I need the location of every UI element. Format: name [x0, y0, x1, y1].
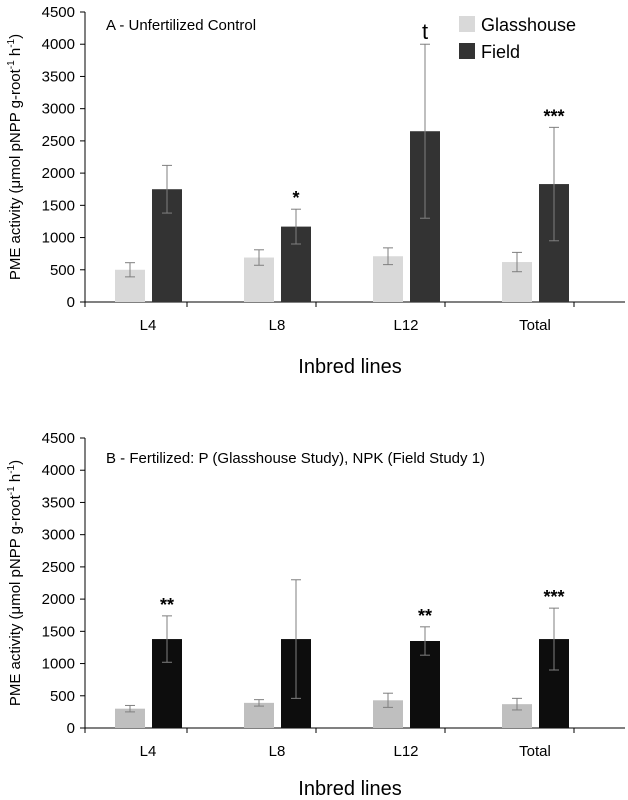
bar-glasshouse [115, 708, 145, 728]
y-axis-label: PME activity (μmol pNPP g-root-1 h-1) [6, 34, 24, 280]
y-tick-label: 3500 [42, 494, 75, 511]
significance-label: ** [160, 595, 174, 615]
y-tick-label: 2000 [42, 591, 75, 608]
y-tick-label: 2000 [42, 165, 75, 182]
x-tick-label: L8 [269, 317, 286, 334]
y-axis-label-sup: -1 [6, 60, 17, 69]
x-tick-label: L12 [393, 317, 418, 334]
y-axis-label: PME activity (μmol pNPP g-root-1 h-1) [6, 460, 24, 706]
panel-title: B - Fertilized: P (Glasshouse Study), NP… [106, 450, 485, 467]
x-tick-label: Total [519, 743, 551, 760]
legend: Glasshouse Field [459, 15, 576, 62]
y-axis-label-sup: -1 [6, 486, 17, 495]
chart-panel-a: 0 500 1000 1500 2000 2500 3000 3500 4000 4500 L4 L8… [6, 4, 625, 378]
y-tick-label: 1000 [42, 656, 75, 673]
y-tick-label: 1500 [42, 197, 75, 214]
y-tick-label: 1500 [42, 623, 75, 640]
y-tick-label: 3000 [42, 101, 75, 118]
y-tick-label: 4000 [42, 36, 75, 53]
legend-swatch-field [459, 43, 475, 59]
y-tick-label: 500 [50, 688, 75, 705]
x-axis-label: Inbred lines [298, 778, 401, 800]
y-axis-label-end: ) [7, 460, 24, 465]
legend-swatch-glasshouse [459, 16, 475, 32]
y-axis-label-sup: -1 [6, 38, 17, 47]
y-tick-label: 4000 [42, 462, 75, 479]
y-tick-label: 4500 [42, 430, 75, 447]
significance-label: * [292, 188, 299, 208]
y-tick-label: 4500 [42, 4, 75, 21]
y-axis-label-main: PME activity (μmol pNPP g-root [7, 494, 24, 706]
y-tick-label: 3000 [42, 527, 75, 544]
y-axis-label-main: PME activity (μmol pNPP g-root [7, 68, 24, 280]
y-tick-label: 500 [50, 262, 75, 279]
x-tick-label: L8 [269, 743, 286, 760]
legend-label: Field [481, 42, 520, 62]
significance-label: t [422, 19, 428, 44]
y-tick-label: 0 [67, 294, 75, 311]
x-tick-label: Total [519, 317, 551, 334]
y-tick-label: 0 [67, 720, 75, 737]
significance-label: ** [418, 606, 432, 626]
y-axis-label-end: ) [7, 34, 24, 39]
significance-label: *** [543, 587, 564, 607]
panel-title: A - Unfertilized Control [106, 17, 256, 34]
chart-panel-b: 0 500 1000 1500 2000 2500 3000 3500 4000 4500 L4 L8… [6, 430, 625, 800]
x-axis-label: Inbred lines [298, 356, 401, 378]
x-tick-label: L4 [140, 317, 157, 334]
legend-label: Glasshouse [481, 15, 576, 35]
y-tick-label: 3500 [42, 68, 75, 85]
y-axis-label-sup: -1 [6, 464, 17, 473]
y-tick-label: 2500 [42, 559, 75, 576]
y-tick-label: 2500 [42, 133, 75, 150]
y-axis-label-mid: h [7, 48, 24, 61]
y-tick-label: 1000 [42, 230, 75, 247]
bar-glasshouse [244, 702, 274, 728]
y-axis-label-mid: h [7, 474, 24, 487]
significance-label: *** [543, 106, 564, 126]
x-tick-label: L4 [140, 743, 157, 760]
bar-glasshouse [502, 704, 532, 728]
x-tick-label: L12 [393, 743, 418, 760]
